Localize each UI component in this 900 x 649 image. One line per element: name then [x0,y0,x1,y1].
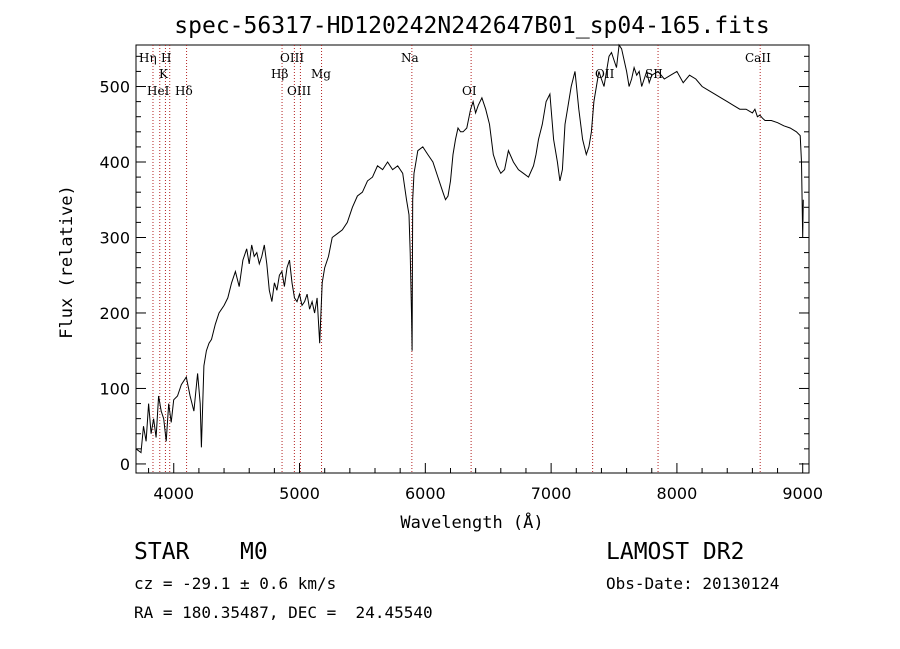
plot-border [135,44,810,474]
spectral-line-label: Hη [139,51,157,65]
spectral-line-label: Hδ [175,84,193,98]
object-subclass: M0 [240,539,268,565]
object-type: STAR [134,539,190,565]
y-axis-label: Flux (relative) [57,185,77,339]
line-markers [152,45,761,473]
y-tick-label: 300 [99,228,130,247]
coordinates: RA = 180.35487, DEC = 24.45540 [134,603,433,622]
y-tick-label: 400 [99,153,130,172]
chart-title: spec-56317-HD120242N242647B01_sp04-165.f… [174,13,769,39]
x-tick-label: 4000 [153,484,194,503]
x-tick-label: 9000 [782,484,823,503]
x-axis-ticks: 4000 5000 6000 7000 8000 9000 [148,463,823,503]
y-axis-ticks: 0 100 200 300 400 500 [99,55,809,474]
spectral-line-label: CaII [745,51,771,65]
spectral-line-label: HeI [147,84,170,98]
y-tick-label: 200 [99,304,130,323]
spectral-line-label: OIII [280,51,304,65]
x-tick-label: 8000 [657,484,698,503]
spectral-line-label: K [159,67,169,81]
x-tick-label: 6000 [405,484,446,503]
survey-name: LAMOST DR2 [606,539,745,565]
spectral-line-label: OI [462,84,477,98]
spectrum-series-line [135,43,804,454]
spectral-line-label: OIII [287,84,311,98]
spectral-line-label: Na [401,51,419,65]
redshift-velocity: cz = -29.1 ± 0.6 km/s [134,574,337,593]
x-axis-label: Wavelength (Å) [400,511,543,533]
spectral-line-label: OII [595,67,615,81]
plot-frame [135,44,810,474]
y-tick-label: 500 [99,78,130,97]
spectral-line-label: Mg [311,67,331,81]
y-tick-label: 100 [99,379,130,398]
spectral-line-label: H [161,51,171,65]
spectral-line-label: Hβ [271,67,288,81]
y-tick-label: 0 [120,455,130,474]
x-tick-label: 5000 [279,484,320,503]
x-tick-label: 7000 [531,484,572,503]
observation-date: Obs-Date: 20130124 [606,574,780,593]
